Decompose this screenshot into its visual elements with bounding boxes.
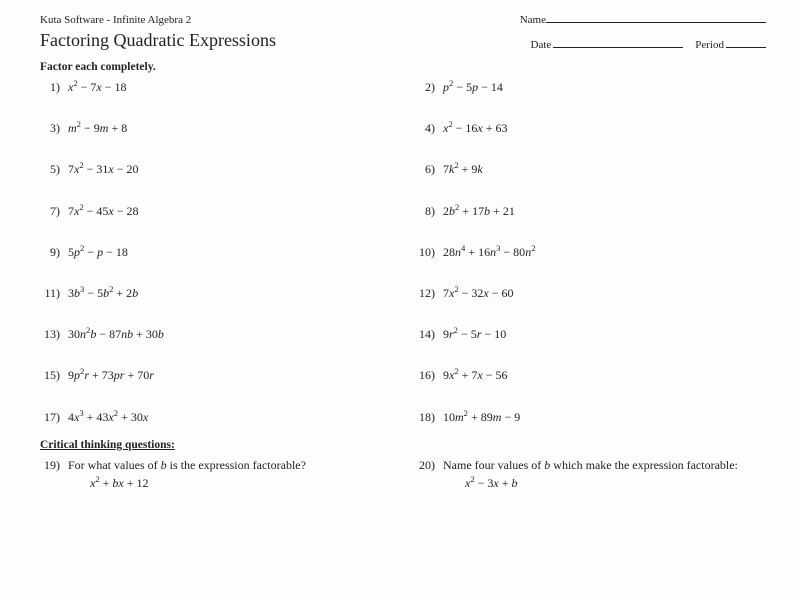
problem: 3) m2 − 9m + 8 (40, 120, 391, 136)
problem-expression: 4x3 + 43x2 + 30x (68, 409, 148, 425)
period-blank[interactable] (726, 37, 766, 48)
worksheet-title: Factoring Quadratic Expressions (40, 30, 276, 51)
problem-expression: 28n4 + 16n3 − 80n2 (443, 244, 536, 260)
problem-expression: 3b3 − 5b2 + 2b (68, 285, 138, 301)
name-field: Name (520, 12, 766, 26)
problem: 17) 4x3 + 43x2 + 30x (40, 409, 391, 425)
problem-number: 11) (40, 285, 60, 301)
instruction: Factor each completely. (40, 61, 766, 73)
worksheet-header: Kuta Software - Infinite Algebra 2 Name (40, 12, 766, 26)
name-label: Name (520, 14, 546, 26)
problem: 13) 30n2b − 87nb + 30b (40, 326, 391, 342)
critical-question: Name four values of b which make the exp… (443, 458, 738, 472)
problem: 12) 7x2 − 32x − 60 (415, 285, 766, 301)
problem-number: 13) (40, 326, 60, 342)
problem-expression: 7k2 + 9k (443, 161, 483, 177)
problem-expression: 9r2 − 5r − 10 (443, 326, 506, 342)
problem: 18) 10m2 + 89m − 9 (415, 409, 766, 425)
problem: 16) 9x2 + 7x − 56 (415, 367, 766, 383)
critical-expression: x2 + bx + 12 (90, 475, 306, 491)
problem-expression: m2 − 9m + 8 (68, 120, 127, 136)
problem-number: 17) (40, 409, 60, 425)
problem-number: 15) (40, 367, 60, 383)
problems-grid: 1) x2 − 7x − 18 2) p2 − 5p − 14 3) m2 − 9m + … (40, 79, 766, 425)
problem-number: 19) (40, 457, 60, 491)
problem-number: 14) (415, 326, 435, 342)
problem: 9) 5p2 − p − 18 (40, 244, 391, 260)
problem-expression: p2 − 5p − 14 (443, 79, 503, 95)
date-blank[interactable] (553, 37, 683, 48)
date-period: Date Period (531, 37, 767, 51)
critical-problem: 20) Name four values of b which make the … (415, 457, 766, 491)
critical-grid: 19) For what values of b is the expressio… (40, 457, 766, 491)
problem-expression: 7x2 − 32x − 60 (443, 285, 514, 301)
problem-number: 12) (415, 285, 435, 301)
problem-number: 1) (40, 79, 60, 95)
problem-number: 6) (415, 161, 435, 177)
critical-expression: x2 − 3x + b (465, 475, 738, 491)
problem-number: 2) (415, 79, 435, 95)
problem-expression: 2b2 + 17b + 21 (443, 203, 515, 219)
period-label: Period (695, 39, 724, 51)
problem: 15) 9p2r + 73pr + 70r (40, 367, 391, 383)
name-blank[interactable] (546, 12, 766, 23)
problem: 1) x2 − 7x − 18 (40, 79, 391, 95)
critical-heading: Critical thinking questions: (40, 439, 766, 451)
problem-number: 8) (415, 203, 435, 219)
date-label: Date (531, 39, 552, 51)
problem-number: 4) (415, 120, 435, 136)
problem-number: 20) (415, 457, 435, 491)
problem-expression: 30n2b − 87nb + 30b (68, 326, 164, 342)
problem: 8) 2b2 + 17b + 21 (415, 203, 766, 219)
problem-expression: 10m2 + 89m − 9 (443, 409, 520, 425)
problem: 14) 9r2 − 5r − 10 (415, 326, 766, 342)
problem-number: 9) (40, 244, 60, 260)
problem-expression: 7x2 − 31x − 20 (68, 161, 139, 177)
problem-expression: 5p2 − p − 18 (68, 244, 128, 260)
problem-expression: 9x2 + 7x − 56 (443, 367, 508, 383)
software-name: Kuta Software - Infinite Algebra 2 (40, 14, 191, 26)
problem-expression: 7x2 − 45x − 28 (68, 203, 139, 219)
problem-expression: 9p2r + 73pr + 70r (68, 367, 154, 383)
problem: 11) 3b3 − 5b2 + 2b (40, 285, 391, 301)
problem-number: 7) (40, 203, 60, 219)
problem-number: 5) (40, 161, 60, 177)
problem: 7) 7x2 − 45x − 28 (40, 203, 391, 219)
problem-number: 16) (415, 367, 435, 383)
problem: 4) x2 − 16x + 63 (415, 120, 766, 136)
problem: 10) 28n4 + 16n3 − 80n2 (415, 244, 766, 260)
problem: 2) p2 − 5p − 14 (415, 79, 766, 95)
problem-number: 18) (415, 409, 435, 425)
problem-number: 3) (40, 120, 60, 136)
title-row: Factoring Quadratic Expressions Date Per… (40, 30, 766, 51)
problem-expression: x2 − 16x + 63 (443, 120, 508, 136)
problem-expression: x2 − 7x − 18 (68, 79, 127, 95)
problem-number: 10) (415, 244, 435, 260)
problem: 5) 7x2 − 31x − 20 (40, 161, 391, 177)
critical-problem: 19) For what values of b is the expressio… (40, 457, 391, 491)
critical-question: For what values of b is the expression f… (68, 458, 306, 472)
problem: 6) 7k2 + 9k (415, 161, 766, 177)
